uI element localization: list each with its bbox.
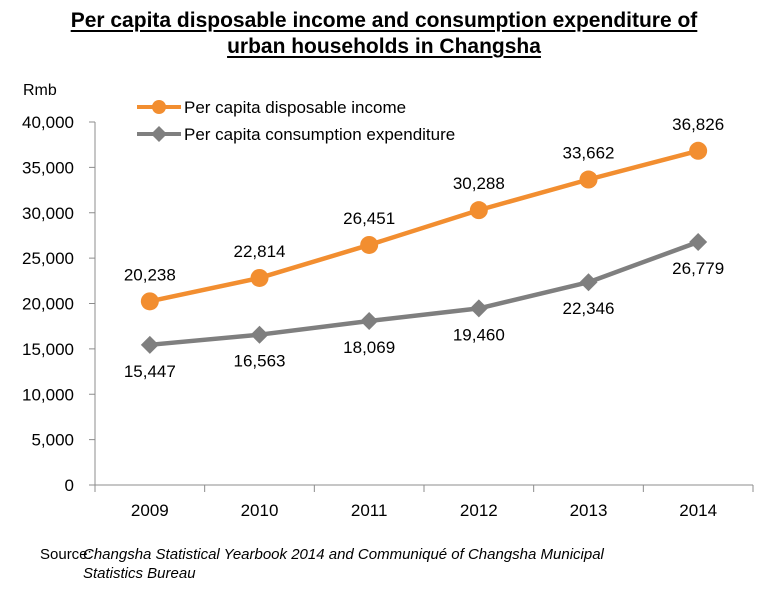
series-line — [147, 148, 701, 304]
source-label: Source: — [40, 546, 92, 563]
chart-title: Per capita disposable income and consump… — [0, 8, 768, 60]
y-tick-label: 35,000 — [22, 158, 74, 177]
data-label: 33,662 — [563, 144, 615, 163]
x-tick-label: 2010 — [241, 501, 279, 520]
y-tick-label: 15,000 — [22, 340, 74, 359]
y-axis-unit-label: Rmb — [23, 82, 57, 99]
data-label: 18,069 — [343, 338, 395, 357]
x-tick-label: 2009 — [131, 501, 169, 520]
data-point — [250, 325, 269, 344]
data-label: 26,451 — [343, 209, 395, 228]
y-tick-label: 0 — [65, 476, 74, 495]
data-point — [579, 170, 598, 189]
chart-title-line2: urban households in Changsha — [227, 35, 541, 58]
x-tick-label: 2013 — [570, 501, 608, 520]
data-label: 30,288 — [453, 174, 505, 193]
legend-marker — [151, 126, 167, 142]
y-tick-label: 30,000 — [22, 204, 74, 223]
data-label: 26,779 — [672, 259, 724, 278]
data-point — [689, 232, 708, 251]
data-point — [579, 273, 598, 292]
y-tick-label: 5,000 — [31, 431, 74, 450]
data-point — [469, 299, 488, 318]
legend-marker — [152, 100, 166, 114]
source-text-line1: Changsha Statistical Yearbook 2014 and C… — [83, 546, 604, 563]
data-label: 15,447 — [124, 362, 176, 381]
data-point — [250, 268, 269, 287]
data-point — [469, 201, 488, 220]
y-tick-label: 25,000 — [22, 249, 74, 268]
data-label: 22,814 — [234, 242, 286, 261]
series-line — [147, 239, 701, 348]
y-tick-label: 10,000 — [22, 385, 74, 404]
data-point — [140, 292, 159, 311]
y-tick-label: 40,000 — [22, 113, 74, 132]
data-point — [360, 235, 379, 254]
data-label: 20,238 — [124, 265, 176, 284]
line-chart: Rmb 0 5,000 10,000 15,000 20,000 25,000 30,000… — [22, 82, 754, 520]
data-label: 36,826 — [672, 115, 724, 134]
data-point — [360, 312, 379, 331]
y-tick-label: 20,000 — [22, 295, 74, 314]
x-tick-label: 2014 — [679, 501, 717, 520]
source-text-line2: Statistics Bureau — [83, 565, 196, 582]
data-point — [689, 141, 708, 160]
legend-label: Per capita disposable income — [184, 98, 406, 117]
data-label: 22,346 — [563, 299, 615, 318]
data-point — [140, 335, 159, 354]
x-tick-label: 2012 — [460, 501, 498, 520]
legend-label: Per capita consumption expenditure — [184, 125, 455, 144]
data-label: 19,460 — [453, 325, 505, 344]
data-label: 16,563 — [234, 352, 286, 371]
x-tick-label: 2011 — [351, 501, 388, 520]
source-note: Source:Changsha Statistical Yearbook 201… — [40, 545, 604, 583]
chart-title-line1: Per capita disposable income and consump… — [70, 9, 698, 32]
